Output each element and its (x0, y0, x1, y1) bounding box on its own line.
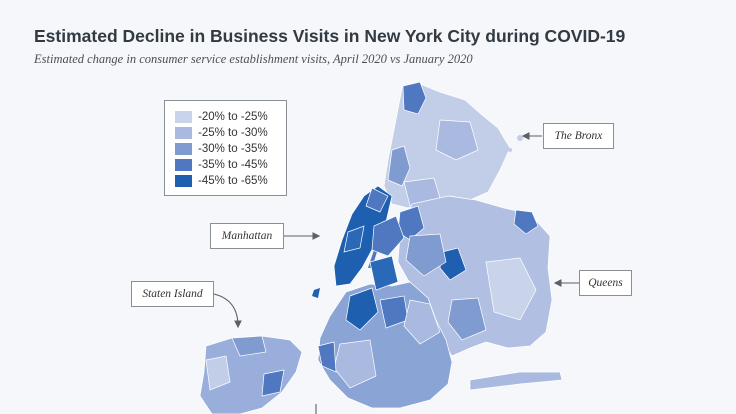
queens-southwest-tract (447, 297, 487, 341)
legend-label: -30% to -35% (198, 143, 268, 155)
callout-bronx: The Bronx (543, 123, 614, 149)
callout-manhattan: Manhattan (210, 223, 284, 249)
brooklyn-region (317, 215, 453, 409)
legend-label: -45% to -65% (198, 175, 268, 187)
page-title: Estimated Decline in Business Visits in … (34, 26, 626, 46)
manhattan-midtown-tract (343, 225, 365, 253)
staten-island-region (199, 335, 303, 414)
brooklyn-north-tract (345, 287, 379, 331)
bronx-island (517, 135, 523, 141)
legend-item: -25% to -30% (175, 125, 276, 141)
legend-item: -30% to -35% (175, 141, 276, 157)
brooklyn-downtown-tract (369, 255, 399, 291)
legend-label: -35% to -45% (198, 159, 268, 171)
callout-queens: Queens (579, 270, 632, 296)
bronx-north-tract (402, 81, 427, 115)
legend-swatch (175, 127, 192, 139)
legend-item: -20% to -25% (175, 109, 276, 125)
legend-label: -25% to -30% (198, 127, 268, 139)
queens-east-tract (485, 257, 537, 321)
legend-swatch (175, 143, 192, 155)
legend-swatch (175, 159, 192, 171)
staten-island-west-tract (205, 355, 231, 391)
legend-swatch (175, 175, 192, 187)
brooklyn-upper-tract (371, 215, 405, 257)
brooklyn-east-tract (403, 299, 441, 345)
bronx-region (383, 81, 523, 209)
governors-island (312, 288, 320, 298)
staten-island-arrow (213, 293, 242, 329)
staten-island-north-tract (231, 335, 267, 357)
queens-region (397, 195, 563, 391)
queens-mid-tract (405, 233, 447, 277)
manhattan-upper-tract (365, 187, 389, 213)
legend-item: -45% to -65% (175, 173, 276, 189)
brooklyn-west-tract (317, 341, 337, 373)
legend-swatch (175, 111, 192, 123)
page-subtitle: Estimated change in consumer service est… (34, 52, 473, 66)
bronx-island (508, 148, 512, 152)
legend-label: -20% to -25% (198, 111, 268, 123)
queens-peninsula (469, 371, 563, 391)
callout-staten-island: Staten Island (131, 281, 214, 307)
queens-northeast-tract (513, 209, 539, 235)
staten-island-east-tract (261, 369, 285, 397)
bronx-east-tract (435, 119, 479, 161)
map-legend: -20% to -25% -25% to -30% -30% to -35% -… (164, 100, 287, 196)
bronx-west-tract (387, 145, 411, 187)
legend-item: -35% to -45% (175, 157, 276, 173)
